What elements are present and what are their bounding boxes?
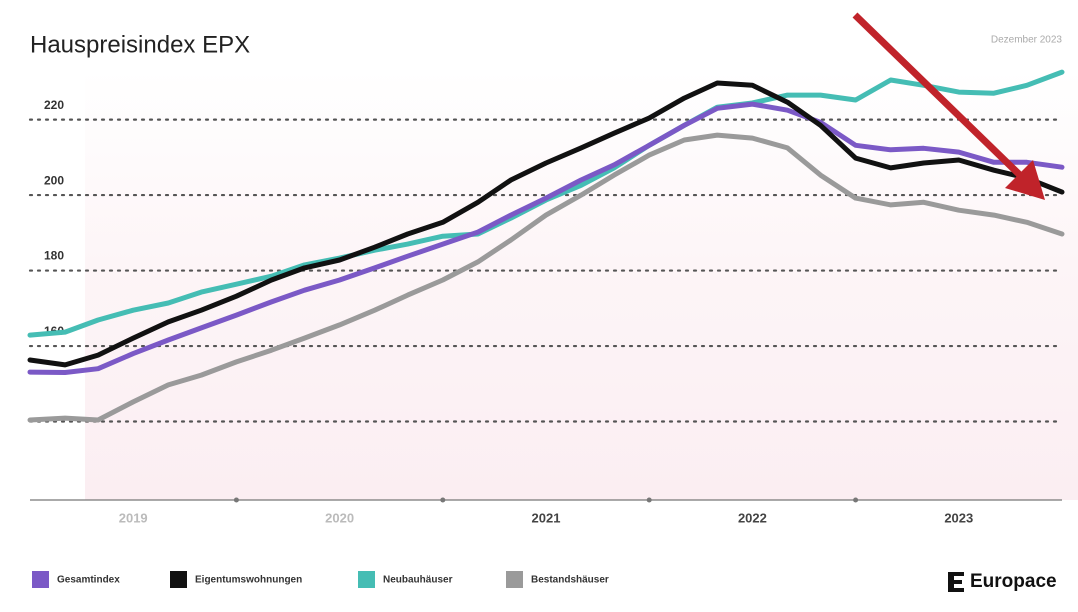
- legend: Gesamtindex Eigentumswohnungen Neubauhäuse…: [32, 571, 609, 588]
- legend-swatch: [170, 571, 187, 588]
- brand: Europace: [970, 571, 1057, 592]
- plot-background: [85, 70, 1078, 500]
- x-divider: [646, 497, 652, 503]
- annotation-arrow: [852, 12, 1028, 183]
- series-line: [27, 80, 1065, 368]
- x-tick-label: 2020: [325, 510, 354, 525]
- x-tick-label: 2019: [119, 510, 148, 525]
- x-tick-label: 2023: [944, 510, 973, 525]
- x-divider: [853, 497, 859, 503]
- legend-swatch: [32, 571, 49, 588]
- chart-title: Hauspreisindex EPX: [30, 31, 250, 58]
- legend-label: Bestandshäuser: [531, 575, 609, 586]
- legend-label: Gesamtindex: [57, 575, 120, 586]
- y-tick-label: 200: [44, 173, 64, 187]
- series-line: [27, 132, 1065, 423]
- annotation-arrowhead: [1005, 160, 1045, 200]
- brand-icon: [948, 572, 964, 592]
- series-line: [27, 101, 1065, 375]
- x-tick-label: 2021: [532, 510, 561, 525]
- y-tick-label: 180: [44, 249, 64, 263]
- x-tick-label: 2022: [738, 510, 767, 525]
- x-divider: [440, 497, 446, 503]
- chart-subtitle: Dezember 2023: [991, 35, 1063, 46]
- legend-label: Neubauhäuser: [383, 575, 453, 586]
- x-divider: [233, 497, 239, 503]
- legend-label: Eigentumswohnungen: [195, 575, 302, 586]
- y-tick-label: 220: [44, 98, 64, 112]
- legend-swatch: [358, 571, 375, 588]
- legend-swatch: [506, 571, 523, 588]
